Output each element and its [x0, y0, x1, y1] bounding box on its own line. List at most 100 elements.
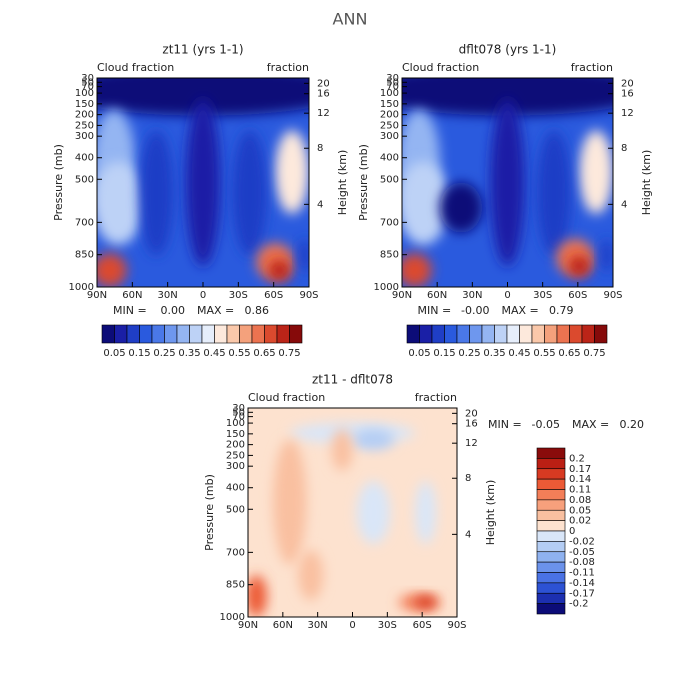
- y-tick-label: 700: [380, 217, 399, 228]
- x-tick-label: 30N: [308, 620, 328, 631]
- colorbar-label: 0.05: [569, 505, 591, 516]
- colorbar-label: 0.55: [228, 348, 250, 359]
- y-tick-label: 500: [226, 504, 245, 515]
- colorbar-box: [151, 324, 165, 344]
- field-blob: [186, 98, 220, 267]
- max-value: 0.86: [245, 304, 270, 317]
- colorbar-box: [406, 324, 420, 344]
- y-tick-label: 400: [226, 483, 245, 494]
- y2-tick-label: 8: [465, 473, 471, 484]
- y-tick-label: 300: [380, 131, 399, 142]
- colorbar-label: 0.15: [433, 348, 455, 359]
- colorbar-box: [481, 324, 495, 344]
- colorbar-box: [536, 447, 566, 459]
- max-text: MAX =: [197, 304, 234, 317]
- colorbar-label: 0.14: [569, 474, 591, 485]
- colorbar-label: 0.11: [569, 485, 591, 496]
- colorbar-box: [264, 324, 278, 344]
- max-value: 0.79: [549, 304, 574, 317]
- colorbar-label: 0.35: [178, 348, 200, 359]
- y-tick-label: 50: [81, 77, 94, 88]
- field-blob: [600, 238, 613, 273]
- colorbar-box: [536, 499, 566, 511]
- colorbar-box: [536, 489, 566, 501]
- colorbar-box: [469, 324, 483, 344]
- y2-tick-label: 4: [317, 199, 323, 210]
- y-tick-label: 70: [81, 82, 94, 93]
- field-blob: [415, 596, 437, 609]
- x-tick-label: 30N: [158, 290, 178, 301]
- colorbar-box: [114, 324, 128, 344]
- y-tick-label: 300: [226, 461, 245, 472]
- y-tick-label: 200: [75, 110, 94, 121]
- y-axis-label: Pressure (mb): [52, 144, 65, 221]
- colorbar-box: [594, 324, 608, 344]
- colorbar-label: 0.05: [103, 348, 125, 359]
- y2-tick-label: 20: [621, 78, 634, 89]
- field-blob: [268, 259, 290, 281]
- colorbar-box: [536, 520, 566, 532]
- colorbar-label: -0.02: [569, 536, 595, 547]
- colorbar-label: 0.02: [569, 516, 591, 527]
- y-tick-label: 1000: [69, 282, 94, 293]
- y-tick-label: 100: [226, 418, 245, 429]
- colorbar-box: [536, 478, 566, 490]
- y2-tick-label: 16: [621, 89, 634, 100]
- y2-axis-label: Height (km): [484, 480, 497, 546]
- x-tick-label: 60N: [122, 290, 142, 301]
- colorbar-box: [101, 324, 115, 344]
- colorbar-box: [536, 572, 566, 584]
- colorbar-box: [139, 324, 153, 344]
- y-tick-label: 400: [75, 153, 94, 164]
- colorbar-label: 0.17: [569, 464, 591, 475]
- y2-tick-label: 16: [317, 89, 330, 100]
- field-blob: [289, 422, 416, 444]
- y-tick-label: 100: [380, 88, 399, 99]
- y2-tick-label: 20: [317, 78, 330, 89]
- y-tick-label: 100: [75, 88, 94, 99]
- colorbar-label: 0.25: [458, 348, 480, 359]
- y2-tick-label: 8: [621, 143, 627, 154]
- colorbar-box: [531, 324, 545, 344]
- min-text: MIN =: [113, 304, 147, 317]
- y-tick-label: 500: [75, 174, 94, 185]
- subtitle-right: fraction: [415, 391, 457, 404]
- colorbar-box: [444, 324, 458, 344]
- y-tick-label: 30: [386, 73, 399, 84]
- colorbar-label: 0.35: [483, 348, 505, 359]
- colorbar-label: -0.14: [569, 578, 595, 589]
- colorbar-box: [536, 561, 566, 573]
- colorbar-box: [126, 324, 140, 344]
- y2-tick-label: 12: [465, 438, 478, 449]
- contour-field: [248, 408, 457, 617]
- min-value: -0.00: [461, 304, 489, 317]
- field-blob: [490, 98, 525, 267]
- colorbar-label: 0.45: [203, 348, 225, 359]
- y-tick-label: 500: [380, 174, 399, 185]
- colorbar-box: [176, 324, 190, 344]
- colorbar-box: [201, 324, 215, 344]
- field-blob: [402, 161, 449, 246]
- x-tick-label: 90N: [87, 290, 107, 301]
- colorbar-box: [164, 324, 178, 344]
- subtitle-left: Cloud fraction: [97, 61, 174, 74]
- colorbar-box: [569, 324, 583, 344]
- min-value: 0.00: [161, 304, 186, 317]
- y2-tick-label: 20: [465, 408, 478, 419]
- colorbar-box: [536, 458, 566, 470]
- min-text: MIN =: [488, 418, 522, 431]
- field-blob: [568, 255, 590, 277]
- colorbar-box: [431, 324, 445, 344]
- x-tick-label: 30S: [229, 290, 248, 301]
- field-blob: [415, 481, 437, 544]
- colorbar-box: [536, 468, 566, 480]
- colorbar-box: [239, 324, 253, 344]
- y2-tick-label: 4: [465, 529, 471, 540]
- x-tick-label: 60S: [264, 290, 283, 301]
- y-tick-label: 50: [386, 77, 399, 88]
- x-tick-label: 60S: [413, 620, 432, 631]
- colorbar-box: [536, 551, 566, 563]
- colorbar-box: [519, 324, 533, 344]
- field-blob: [275, 130, 309, 214]
- colorbar-label: -0.2: [569, 599, 589, 610]
